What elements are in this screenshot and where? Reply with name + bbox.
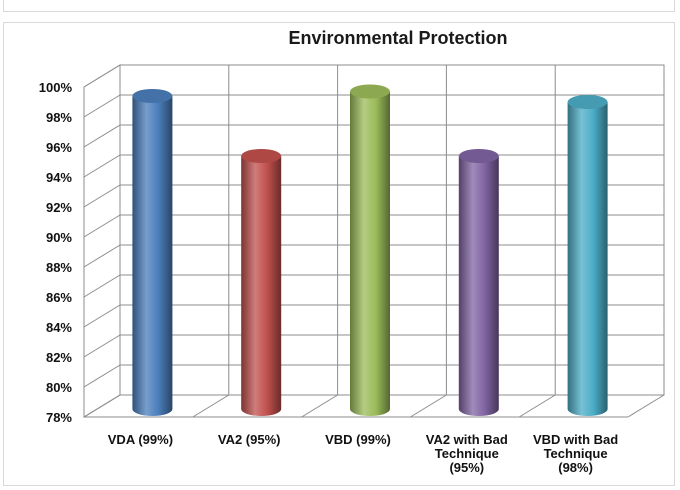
gridline-side [83, 274, 121, 298]
bars [132, 84, 608, 416]
floor-divider [410, 394, 447, 418]
y-tick-label: 90% [46, 230, 72, 245]
x-category-label: VA2 with Bad [426, 432, 508, 447]
bar-top [458, 149, 499, 163]
y-tick-label: 98% [46, 110, 72, 125]
gridline-side [83, 334, 121, 358]
side-wall [83, 64, 121, 418]
x-category-label: (98%) [558, 460, 593, 475]
floor-divider [83, 394, 121, 418]
bar [132, 89, 173, 416]
y-tick-label: 92% [46, 200, 72, 215]
bar-body [132, 96, 173, 416]
bar-top [350, 84, 390, 99]
y-axis-ticks: 78% 80% 82% 84% 86% 88% 90% 92% 94% 96% 98% 100% [39, 80, 73, 425]
y-tick-label: 94% [46, 170, 72, 185]
bar-top [241, 149, 282, 163]
bar-body [458, 156, 499, 416]
gridline-side [83, 214, 121, 238]
x-category-label: (95%) [449, 460, 484, 475]
gridline-side [83, 244, 121, 268]
x-category-label: Technique [544, 446, 608, 461]
x-axis-labels: VDA (99%) VA2 (95%) VBD (99%) VA2 with BadT… [108, 432, 618, 475]
y-tick-label: 88% [46, 260, 72, 275]
bar-top [567, 95, 608, 109]
y-tick-label: 100% [39, 80, 73, 95]
bar-top [132, 89, 173, 103]
gridline-side [83, 184, 121, 208]
x-category-label: Technique [435, 446, 499, 461]
gridline-side [83, 154, 121, 178]
y-tick-label: 80% [46, 380, 72, 395]
chart-title: Environmental Protection [288, 28, 507, 48]
gridline-side [83, 304, 121, 328]
x-category-label: VBD (99%) [325, 432, 391, 447]
bar [241, 149, 282, 416]
bar-body [350, 91, 390, 416]
floor-divider [518, 394, 556, 418]
floor-divider [627, 394, 665, 418]
floor-divider [192, 394, 230, 418]
y-tick-label: 96% [46, 140, 72, 155]
bar [458, 149, 499, 416]
bar [350, 84, 390, 416]
gridline-side [83, 364, 121, 388]
top-border [3, 0, 675, 12]
gridline-side [83, 94, 121, 118]
x-category-label: VDA (99%) [108, 432, 173, 447]
gridline-side [83, 124, 121, 148]
bar-body [567, 102, 608, 416]
x-category-label: VA2 (95%) [218, 432, 281, 447]
gridline-side [83, 64, 121, 88]
y-tick-label: 82% [46, 350, 72, 365]
y-tick-label: 84% [46, 320, 72, 335]
y-tick-label: 86% [46, 290, 72, 305]
bar-body [241, 156, 282, 416]
x-category-label: VBD with Bad [533, 432, 618, 447]
y-tick-label: 78% [46, 410, 72, 425]
bar [567, 95, 608, 416]
floor-divider [301, 394, 338, 418]
